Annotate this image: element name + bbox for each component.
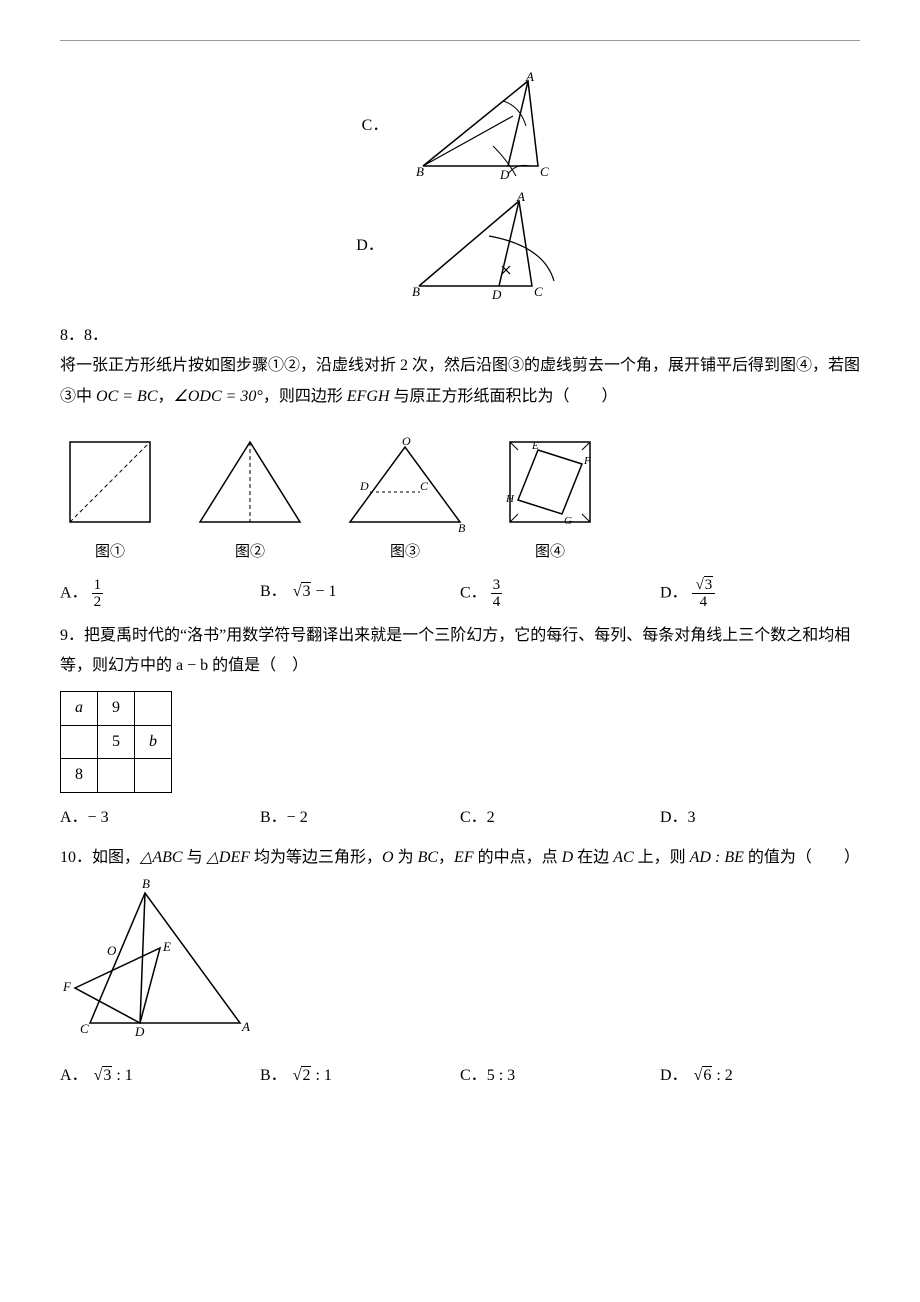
q7-figure-c: A B C D <box>408 71 558 181</box>
svg-text:O: O <box>402 434 411 448</box>
label-B: B <box>416 164 424 179</box>
q7-option-d-row: D． A B C D <box>356 191 564 301</box>
q8-option-a: A． 12 <box>60 577 260 611</box>
label-D: D <box>499 167 510 181</box>
q10-option-d: D． 6 : 2 <box>660 1061 860 1091</box>
q9-option-b: B．− 2 <box>260 803 460 833</box>
page-top-rule <box>60 40 860 41</box>
svg-text:H: H <box>505 493 515 505</box>
q8-option-c: C． 34 <box>460 577 660 611</box>
table-row: a 9 <box>61 692 172 725</box>
q7-option-c-label: C． <box>362 111 389 141</box>
q8-option-d: D． 34 <box>660 577 860 611</box>
svg-text:E: E <box>162 939 171 954</box>
q8-fig3: O B C D 图③ <box>340 432 470 567</box>
svg-text:D: D <box>134 1024 145 1039</box>
label-A: A <box>525 71 534 84</box>
label-A: A <box>516 191 525 204</box>
q10-figure: B A C D O E F <box>60 873 860 1054</box>
q10-options: A． 3 : 1 B． 2 : 1 C．5 : 3 D． 6 : 2 <box>60 1061 860 1091</box>
svg-text:O: O <box>107 943 117 958</box>
q8-option-b: B． 3 − 1 <box>260 577 460 611</box>
q9-text: 把夏禹时代的“洛书”用数学符号翻译出来就是一个三阶幻方，它的每行、每列、每条对角… <box>60 627 850 674</box>
q9-option-d: D．3 <box>660 803 860 833</box>
svg-text:A: A <box>241 1019 250 1034</box>
q7-figure-d: A B C D <box>404 191 564 301</box>
svg-text:D: D <box>359 479 369 493</box>
q10: 10．如图，△ABC 与 △DEF 均为等边三角形，O 为 BC，EF 的中点，… <box>60 843 860 1091</box>
q9-option-a: A．− 3 <box>60 803 260 833</box>
label-B: B <box>412 284 420 299</box>
q8-text: 将一张正方形纸片按如图步骤①②，沿虚线对折 2 次，然后沿图③的虚线剪去一个角，… <box>60 351 860 412</box>
q9-option-c: C．2 <box>460 803 660 833</box>
q10-option-a: A． 3 : 1 <box>60 1061 260 1091</box>
q10-option-c: C．5 : 3 <box>460 1061 660 1091</box>
svg-text:E: E <box>531 440 539 452</box>
q7-options-block: C． A B C D D． <box>60 71 860 301</box>
svg-text:C: C <box>80 1021 89 1036</box>
q8-fig4: E F G H 图④ <box>500 432 600 567</box>
q8: 8．8． 将一张正方形纸片按如图步骤①②，沿虚线对折 2 次，然后沿图③的虚线剪… <box>60 321 860 611</box>
label-C: C <box>540 164 549 179</box>
q10-option-b: B． 2 : 1 <box>260 1061 460 1091</box>
q9-magic-square: a 9 5 b 8 <box>60 691 172 792</box>
q8-fig2: 图② <box>190 432 310 567</box>
q7-option-d-label: D． <box>356 231 384 261</box>
q8-options: A． 12 B． 3 − 1 C． 34 D． 34 <box>60 577 860 611</box>
q9-number: 9． <box>60 627 84 644</box>
q9: 9．把夏禹时代的“洛书”用数学符号翻译出来就是一个三阶幻方，它的每行、每列、每条… <box>60 621 860 833</box>
svg-text:C: C <box>420 479 429 493</box>
label-C: C <box>534 284 543 299</box>
q9-options: A．− 3 B．− 2 C．2 D．3 <box>60 803 860 833</box>
svg-text:B: B <box>458 521 466 532</box>
q10-number: 10． <box>60 849 92 866</box>
q7-option-c-row: C． A B C D <box>362 71 559 181</box>
svg-text:B: B <box>142 876 150 891</box>
svg-text:G: G <box>564 515 572 527</box>
q8-fig1: 图① <box>60 432 160 567</box>
label-D: D <box>491 287 502 301</box>
q8-number: 8．8． <box>60 321 860 351</box>
svg-text:F: F <box>583 455 591 467</box>
svg-text:F: F <box>62 979 72 994</box>
q8-figures: 图① 图② O B C D 图③ <box>60 432 860 567</box>
table-row: 8 <box>61 759 172 792</box>
table-row: 5 b <box>61 725 172 758</box>
